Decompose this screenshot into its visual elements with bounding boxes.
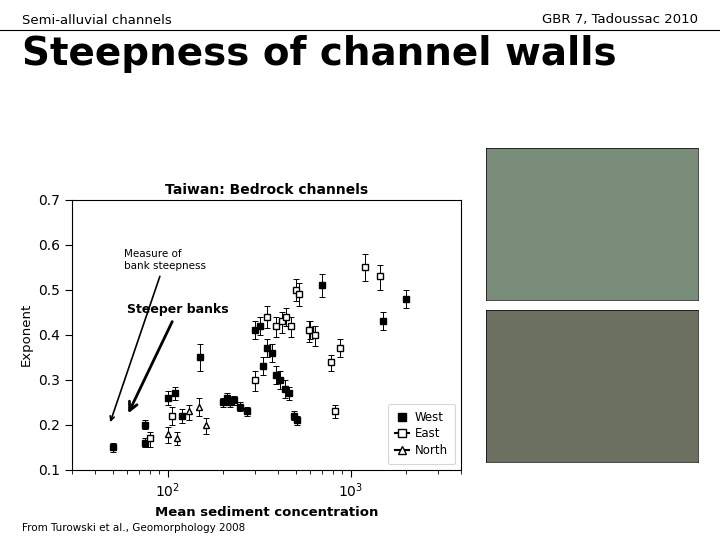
X-axis label: Mean sediment concentration: Mean sediment concentration	[155, 506, 378, 519]
Text: GBR 7, Tadoussac 2010: GBR 7, Tadoussac 2010	[542, 14, 698, 26]
Text: Semi-alluvial channels: Semi-alluvial channels	[22, 14, 171, 26]
Text: Measure of
bank steepness: Measure of bank steepness	[110, 249, 207, 421]
Y-axis label: Exponent: Exponent	[19, 303, 32, 367]
Text: Steeper banks: Steeper banks	[127, 303, 229, 410]
Text: From Turowski et al., Geomorphology 2008: From Turowski et al., Geomorphology 2008	[22, 523, 245, 533]
Text: Steepness of channel walls: Steepness of channel walls	[22, 35, 616, 73]
Legend: West, East, North: West, East, North	[387, 403, 455, 464]
Title: Taiwan: Bedrock channels: Taiwan: Bedrock channels	[165, 183, 368, 197]
